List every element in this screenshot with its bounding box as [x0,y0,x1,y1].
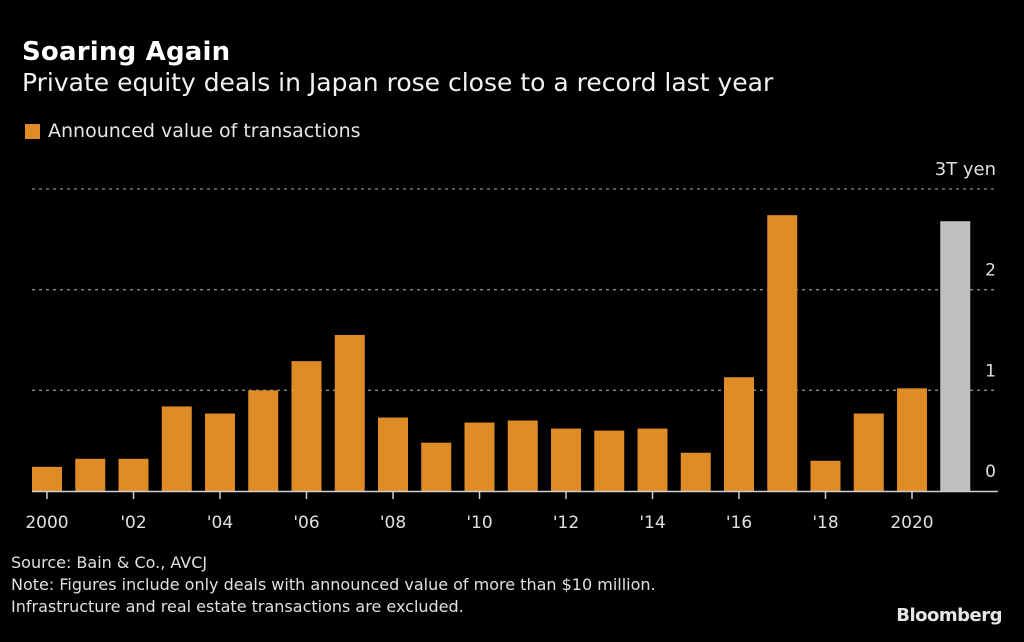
bar-2008 [378,417,408,491]
y-tick-label: 3T yen [935,159,996,180]
gridlines [32,188,998,391]
bar-2007 [334,334,365,491]
bar-2019 [853,413,884,491]
legend-swatch [25,123,40,139]
x-tick-label: '02 [120,513,146,533]
footer: Source: Bain & Co., AVCJ Note: Figures i… [11,552,656,618]
bar-2000 [32,466,62,491]
y-tick-label: 2 [985,261,996,281]
bar-2005 [248,390,279,491]
bar-2012 [551,428,581,491]
bar-2017 [767,215,798,491]
source-note: Source: Bain & Co., AVCJ [11,553,208,572]
x-tick-label: '16 [726,513,752,533]
bar-2006 [291,361,322,491]
legend-label: Announced value of transactions [48,120,361,142]
bar-2010 [464,422,495,491]
x-tick-label: '18 [812,513,838,533]
bloomberg-logo: Bloomberg [896,605,1002,626]
bar-2002 [118,458,149,491]
bar-2021 [940,221,971,492]
chart-subtitle: Private equity deals in Japan rose close… [22,68,774,97]
x-tick-label: '06 [293,513,319,533]
bar-2018 [810,460,841,491]
bar-2016 [724,377,754,491]
y-tick-label: 1 [985,361,996,381]
bar-2014 [637,428,668,491]
bar-2011 [507,420,538,491]
bar-2009 [421,442,452,491]
x-tick-label: 2000 [25,513,68,533]
note-line-2: Infrastructure and real estate transacti… [11,597,464,616]
bar-2003 [161,406,192,491]
y-axis-labels: 0 1 2 3T yen [935,159,996,482]
y-tick-label: 0 [985,462,996,482]
note-line-1: Note: Figures include only deals with an… [11,575,656,594]
bar-2004 [205,413,235,491]
x-axis: 2000 '02 '04 '06 '08 '10 '12 '14 '16 '18 2020 [25,490,998,533]
legend: Announced value of transactions [25,120,361,142]
bar-2001 [75,458,106,491]
bar-2013 [594,430,625,491]
x-tick-label: '12 [553,513,579,533]
bar-2020 [897,388,927,491]
x-tick-label: '04 [207,513,233,533]
chart-title: Soaring Again [22,37,231,67]
x-tick-label: 2020 [890,513,933,533]
x-tick-label: '10 [466,513,492,533]
x-tick-label: '08 [380,513,406,533]
x-tick-label: '14 [639,513,665,533]
bars [32,215,971,492]
bar-2015 [680,452,711,491]
